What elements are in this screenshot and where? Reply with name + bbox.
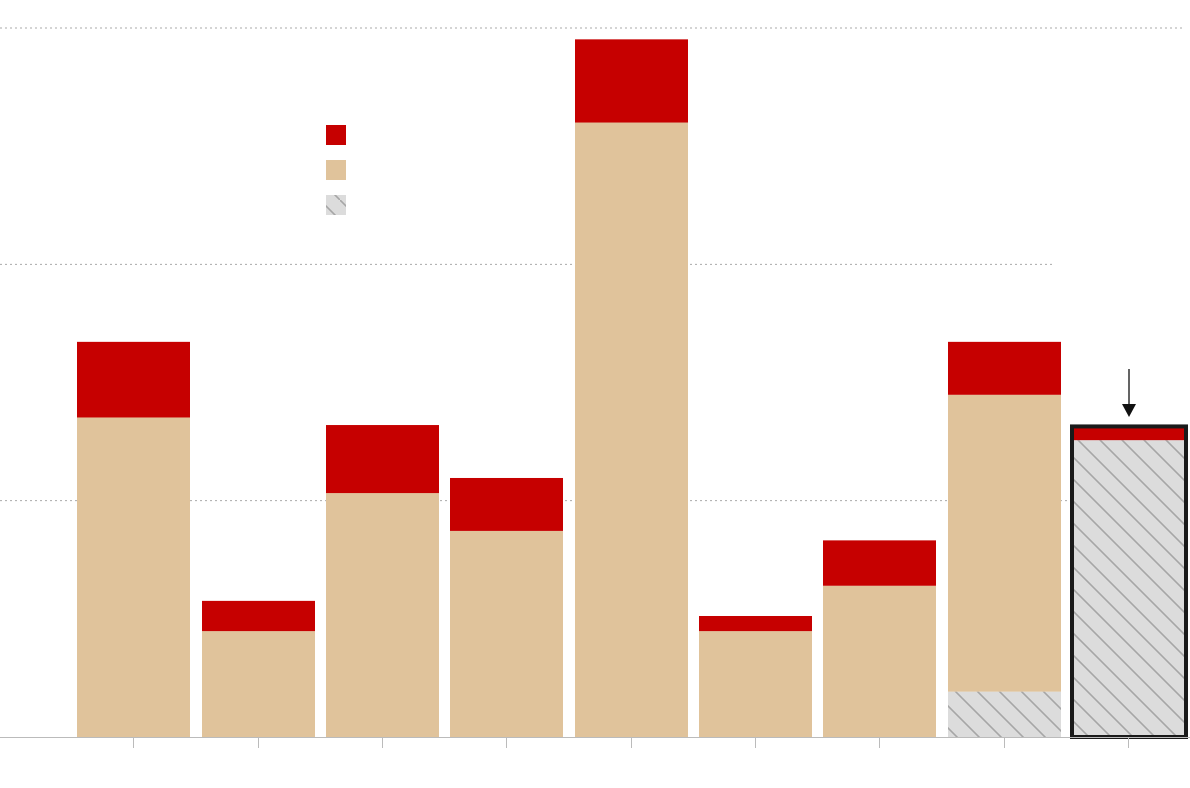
bars <box>77 39 1188 739</box>
bar-segment-tan <box>326 493 439 737</box>
bar-segment-red <box>575 39 688 123</box>
bar-segment-red <box>823 540 936 586</box>
bar-segment-red <box>948 341 1061 395</box>
bar-segment-tan <box>823 585 936 737</box>
annotations <box>1122 369 1136 417</box>
legend-swatch-red <box>326 125 346 145</box>
bar-segment-red <box>699 615 812 632</box>
bar-segment-tan <box>450 530 563 737</box>
bar-segment-hatched <box>948 691 1061 737</box>
bar-segment-red <box>450 477 563 531</box>
bar-segment-red <box>202 600 315 632</box>
bar-segment-hatched <box>1072 440 1186 737</box>
bar-segment-red <box>326 425 439 494</box>
legend-swatch-hatched <box>326 195 346 215</box>
arrow-down-icon <box>1122 404 1136 417</box>
bar-segment-red <box>1072 426 1186 441</box>
legend-swatch-tan <box>326 160 346 180</box>
bar-segment-red <box>77 341 190 418</box>
bar-segment-tan <box>948 394 1061 692</box>
gridlines <box>0 27 1185 502</box>
x-axis <box>0 737 1190 748</box>
bar-segment-tan <box>77 417 190 737</box>
bar-segment-tan <box>699 631 812 737</box>
bar-segment-tan <box>202 631 315 737</box>
legend <box>326 125 346 215</box>
bar-segment-tan <box>575 122 688 738</box>
